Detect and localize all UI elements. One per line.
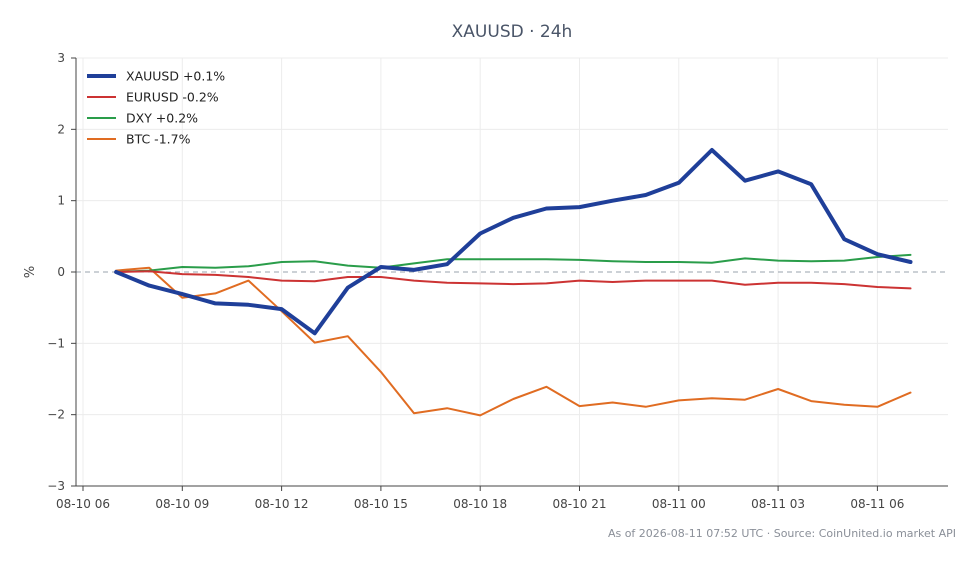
legend: XAUUSD +0.1% EURUSD -0.2% DXY +0.2% BTC -1.… xyxy=(87,69,225,147)
source-footer: As of 2026-08-11 07:52 UTC · Source: Coi… xyxy=(608,527,956,540)
legend-label: EURUSD -0.2% xyxy=(126,90,219,105)
x-tick-label: 08-11 06 xyxy=(850,497,904,511)
x-tick-label: 08-10 06 xyxy=(56,497,110,511)
legend-label: BTC -1.7% xyxy=(126,132,191,147)
y-tick-label: 0 xyxy=(57,265,65,279)
x-tick-label: 08-10 12 xyxy=(255,497,309,511)
x-tick-label: 08-10 18 xyxy=(453,497,507,511)
x-tick-label: 08-10 21 xyxy=(553,497,607,511)
y-tick-label: 3 xyxy=(57,51,65,65)
y-tick-label: −2 xyxy=(47,408,65,422)
legend-label: XAUUSD +0.1% xyxy=(126,69,225,84)
series-line-dxy xyxy=(115,253,912,273)
series-line-eurusd xyxy=(115,270,912,290)
axes: 08-10 06 08-10 09 08-10 12 08-10 15 08-10 18… xyxy=(47,51,948,511)
x-tick-label: 08-11 00 xyxy=(652,497,706,511)
y-tick-label: 2 xyxy=(57,122,65,136)
grid xyxy=(76,57,948,487)
legend-label: DXY +0.2% xyxy=(126,111,198,126)
x-tick-label: 08-11 03 xyxy=(751,497,805,511)
series-line-xauusd xyxy=(114,148,913,336)
y-tick-label: −3 xyxy=(47,479,65,493)
y-tick-label: −1 xyxy=(47,336,65,350)
x-tick-label: 08-10 15 xyxy=(354,497,408,511)
series-lines xyxy=(114,148,913,417)
y-tick-label: 1 xyxy=(57,194,65,208)
y-axis-label: % xyxy=(23,266,38,278)
series-line-btc xyxy=(115,266,912,417)
x-tick-label: 08-10 09 xyxy=(155,497,209,511)
chart-title: XAUUSD · 24h xyxy=(452,22,573,42)
